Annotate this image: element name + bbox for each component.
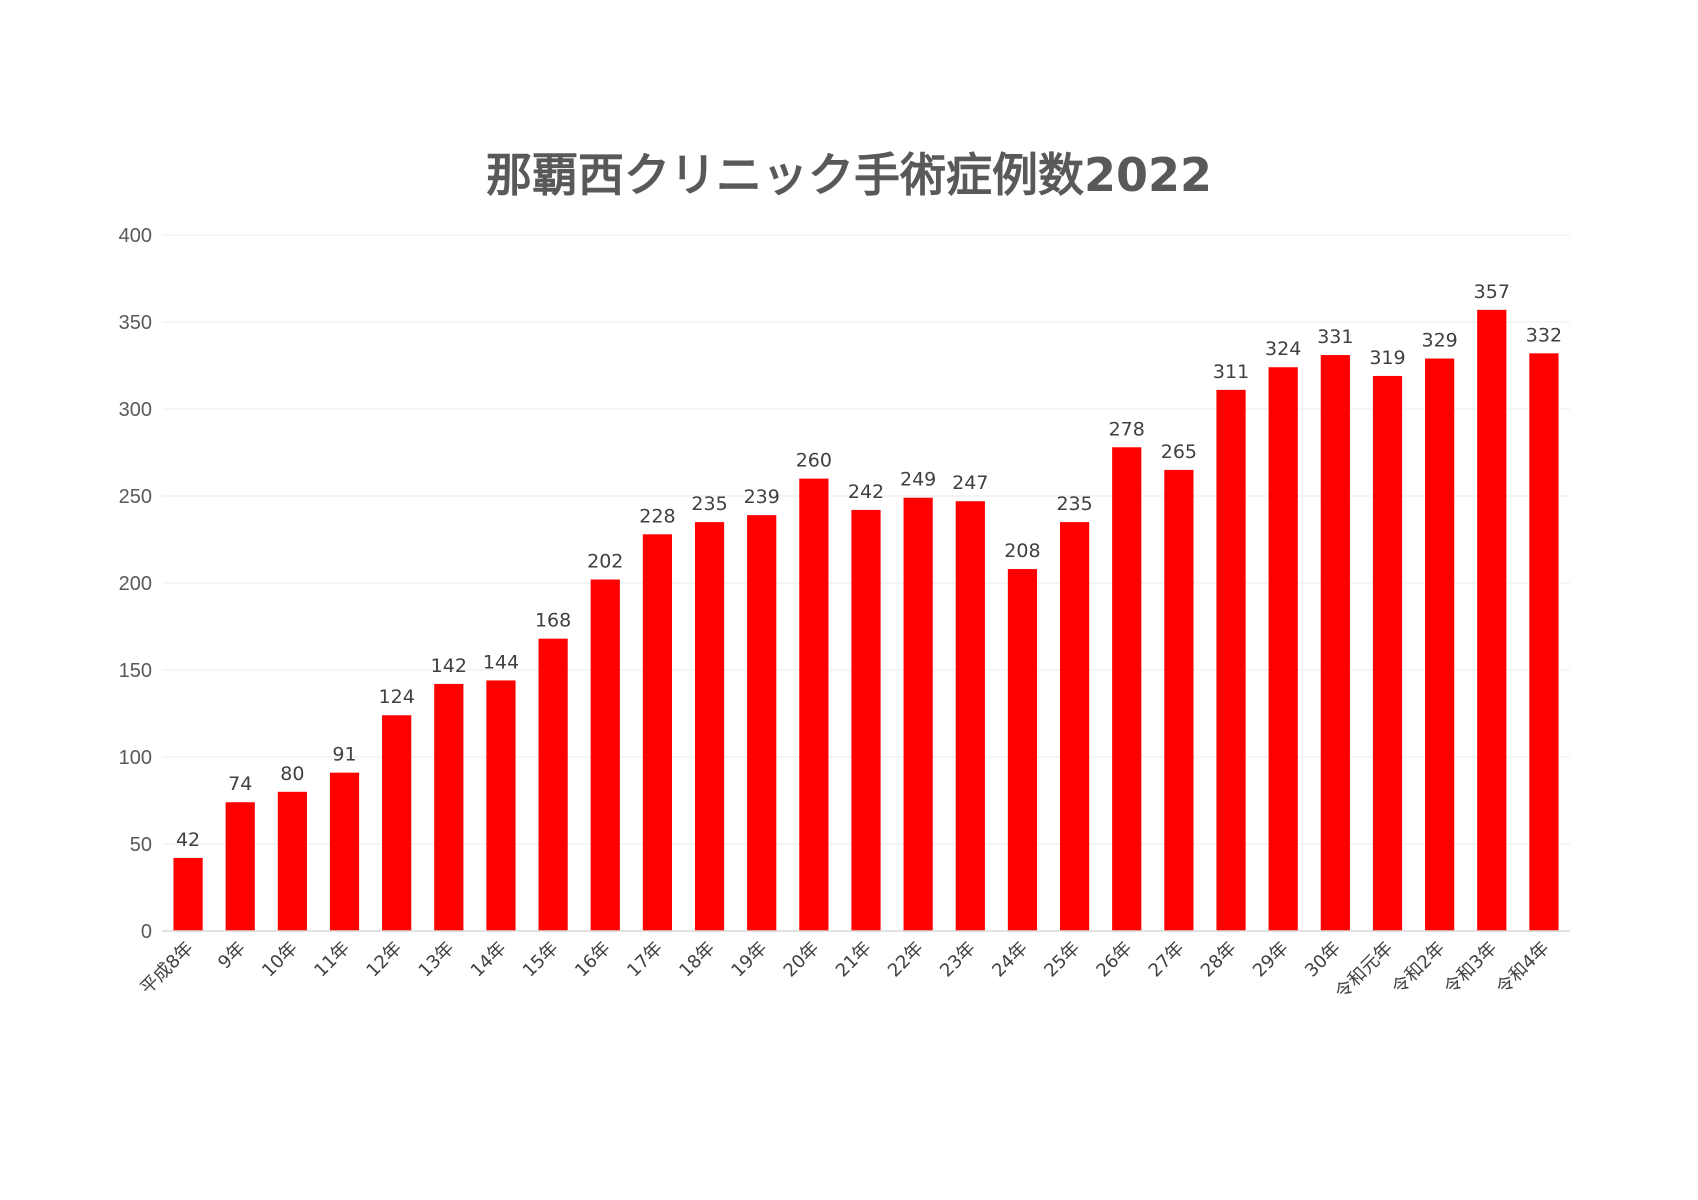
data-label: 144	[483, 651, 519, 673]
y-tick-label: 400	[119, 225, 152, 247]
bar	[1320, 355, 1350, 931]
data-label: 332	[1526, 324, 1562, 346]
bar	[955, 501, 985, 931]
bar	[851, 509, 881, 931]
data-label: 74	[228, 773, 252, 795]
data-label: 42	[176, 829, 200, 851]
bar	[1529, 353, 1559, 931]
x-tick-label: 26年	[1093, 938, 1137, 982]
bar	[1059, 522, 1090, 931]
data-label: 91	[332, 744, 356, 766]
x-tick-label: 令和4年	[1492, 938, 1553, 999]
data-label: 142	[431, 655, 467, 677]
data-label: 235	[1056, 493, 1092, 515]
bar	[225, 802, 255, 931]
y-tick-label: 50	[130, 834, 152, 856]
x-tick-label: 25年	[1040, 938, 1084, 982]
data-label: 235	[691, 493, 727, 515]
bar	[538, 638, 568, 931]
x-tick-label: 23年	[936, 938, 980, 982]
data-label: 319	[1369, 347, 1405, 369]
x-tick-label: 30年	[1301, 938, 1345, 982]
x-tick-label: 16年	[571, 938, 615, 982]
x-tick-label: 11年	[310, 938, 354, 982]
data-label: 80	[280, 763, 304, 785]
bar	[799, 478, 829, 931]
bar	[747, 515, 777, 931]
chart-title: 那覇西クリニック手術症例数2022	[486, 148, 1212, 202]
x-tick-label: 13年	[415, 938, 459, 982]
x-tick-label: 平成8年	[136, 938, 197, 999]
y-tick-label: 150	[119, 660, 152, 682]
x-tick-label: 18年	[675, 938, 719, 982]
y-tick-label: 300	[119, 399, 152, 421]
y-tick-label: 350	[119, 312, 152, 334]
data-label: 239	[744, 486, 780, 508]
x-tick-label: 12年	[362, 938, 406, 982]
bar	[1425, 358, 1455, 931]
x-tick-label: 10年	[258, 938, 302, 982]
data-label: 331	[1317, 326, 1353, 348]
data-label: 265	[1161, 441, 1197, 463]
bar	[277, 791, 307, 931]
bar	[1372, 375, 1403, 931]
bar	[1477, 309, 1507, 931]
bars	[173, 309, 1559, 931]
data-label: 357	[1474, 281, 1510, 303]
data-labels: 42 74 80 91 124 142 144 168 202 228 235 239 260 242 24…	[176, 281, 1562, 851]
x-tick-label: 27年	[1145, 938, 1189, 982]
data-label: 228	[639, 505, 675, 527]
bar	[382, 715, 412, 931]
bar	[694, 522, 725, 931]
x-axis-ticks: 平成8年 9年 10年 11年 12年 13年 14年 15年 16年 17年 18年 19年 20年 2…	[136, 938, 1553, 1004]
x-tick-label: 9年	[214, 938, 250, 974]
bar	[642, 534, 673, 931]
data-label: 324	[1265, 338, 1301, 360]
y-tick-label: 250	[119, 486, 152, 508]
data-label: 260	[796, 450, 832, 472]
bar	[173, 857, 203, 931]
data-label: 242	[848, 481, 884, 503]
bar	[434, 683, 464, 931]
data-label: 329	[1421, 330, 1457, 352]
x-tick-label: 令和3年	[1440, 938, 1501, 999]
data-label: 247	[952, 472, 988, 494]
bar	[590, 579, 620, 931]
bar	[486, 680, 516, 931]
data-label: 278	[1109, 418, 1145, 440]
x-tick-label: 21年	[832, 938, 876, 982]
data-label: 249	[900, 469, 936, 491]
data-label: 202	[587, 551, 623, 573]
x-tick-label: 22年	[884, 938, 928, 982]
bar	[903, 497, 933, 931]
y-tick-label: 100	[119, 747, 152, 769]
x-tick-label: 19年	[727, 938, 771, 982]
x-tick-label: 14年	[467, 938, 511, 982]
x-tick-label: 15年	[519, 938, 563, 982]
bar	[1007, 569, 1038, 931]
y-tick-label: 0	[141, 921, 152, 943]
bar	[1112, 447, 1142, 931]
x-tick-label: 17年	[623, 938, 667, 982]
data-label: 124	[379, 686, 415, 708]
bar	[1268, 367, 1298, 931]
bar	[329, 772, 360, 931]
data-label: 168	[535, 610, 571, 632]
x-tick-label: 28年	[1197, 938, 1241, 982]
x-tick-label: 29年	[1249, 938, 1293, 982]
data-label: 208	[1004, 540, 1040, 562]
x-tick-label: 令和元年	[1331, 938, 1397, 1004]
bar	[1164, 469, 1194, 931]
bar	[1216, 389, 1246, 931]
data-label: 311	[1213, 361, 1249, 383]
x-tick-label: 24年	[988, 938, 1032, 982]
x-tick-label: 令和2年	[1388, 938, 1449, 999]
y-tick-label: 200	[119, 573, 152, 595]
x-tick-label: 20年	[780, 938, 824, 982]
y-axis-ticks: 0 50 100 150 200 250 300 350 400	[119, 225, 152, 943]
